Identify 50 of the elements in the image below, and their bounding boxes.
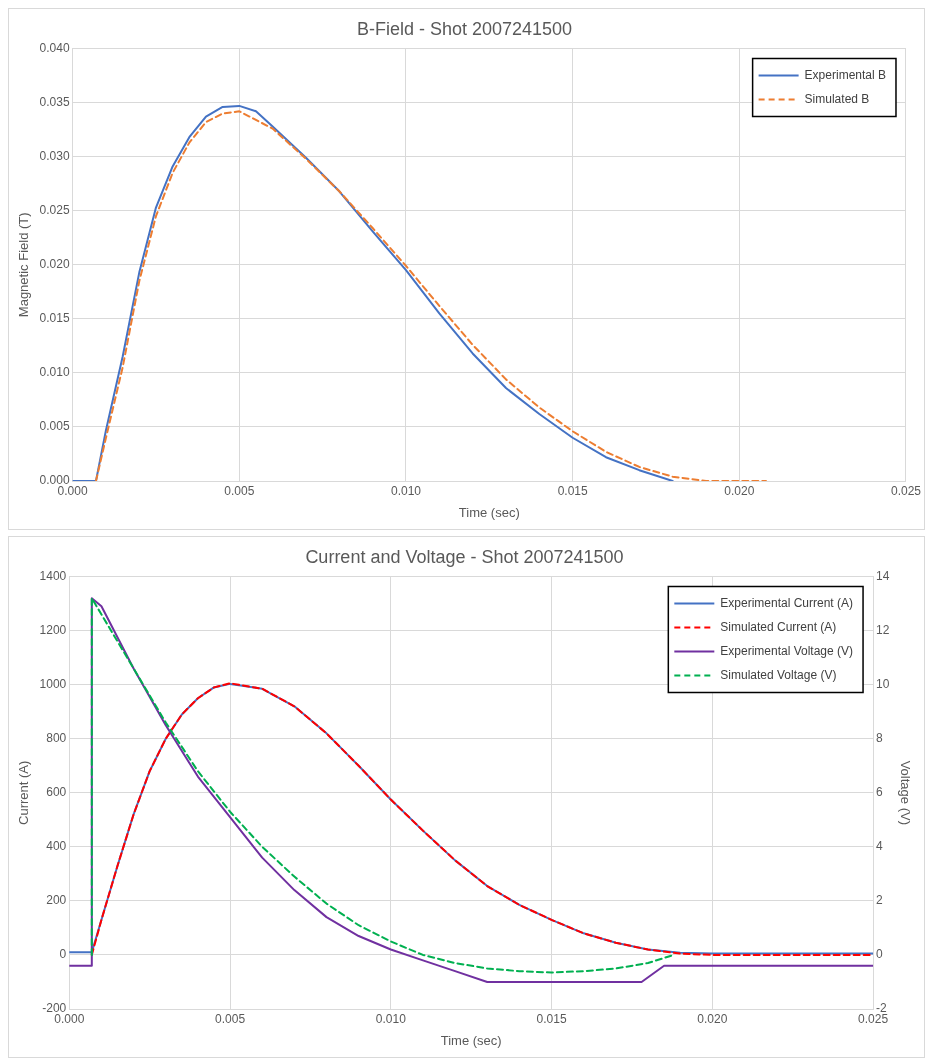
x-tick-label: 0.025 [890,483,922,498]
y-tick-label: 200 [46,893,67,908]
legend-label: Simulated Voltage (V) [720,667,837,682]
x-tick-label: 0.020 [724,483,755,498]
y2-tick-label: 4 [876,839,884,854]
y-tick-label: 0.015 [39,311,70,326]
y-tick-label: 800 [46,731,67,746]
legend-label: Simulated B [804,91,870,106]
y2-tick-label: 6 [876,785,884,800]
y2-tick-label: 0 [876,947,884,962]
legend-label: Experimental Current (A) [720,595,854,610]
y-tick-label: 1000 [39,677,67,692]
y-tick-label: 400 [46,839,67,854]
y2-tick-label: 8 [876,731,884,746]
y-tick-label: 1200 [39,622,67,637]
legend-label: Simulated Current (A) [720,619,837,634]
y2-axis-title: Voltage (V) [897,760,913,825]
x-tick-label: 0.025 [858,1011,889,1026]
y-tick-label: 0.005 [39,419,70,434]
x-tick-label: 0.020 [697,1011,728,1026]
x-tick-label: 0.010 [375,1011,407,1026]
y-tick-label: 0 [59,947,67,962]
x-axis-title: Time (sec) [440,1032,502,1048]
y2-tick-label: 12 [876,622,890,637]
y2-tick-label: 14 [876,568,890,583]
x-tick-label: 0.005 [215,1011,246,1026]
x-tick-label: 0.015 [557,483,588,498]
x-axis-title: Time (sec) [458,504,520,520]
legend-label: Experimental B [804,67,886,82]
y-axis-title: Current (A) [16,760,32,825]
line-series [90,597,675,974]
y-tick-label: 600 [46,785,67,800]
chart-title: Current and Voltage - Shot 2007241500 [305,546,624,567]
y-tick-label: 0.025 [39,203,70,218]
x-tick-label: 0.010 [390,483,422,498]
y2-tick-label: 10 [876,677,890,692]
y-tick-label: 0.020 [39,257,70,272]
x-tick-label: 0.005 [224,483,255,498]
y-axis-title: Magnetic Field (T) [16,212,32,318]
legend-label: Experimental Voltage (V) [720,643,854,658]
chart-title: B-Field - Shot 2007241500 [356,18,573,39]
y-tick-label: 0.010 [39,365,70,380]
y2-tick-label: 2 [876,893,884,908]
y-tick-label: 0.035 [39,94,70,109]
x-tick-label: 0.000 [57,483,88,498]
line-series [94,110,767,481]
y-tick-label: 0.040 [39,40,70,55]
y-tick-label: 1400 [39,568,67,583]
x-tick-label: 0.015 [536,1011,567,1026]
y-tick-label: 0.030 [39,149,70,164]
